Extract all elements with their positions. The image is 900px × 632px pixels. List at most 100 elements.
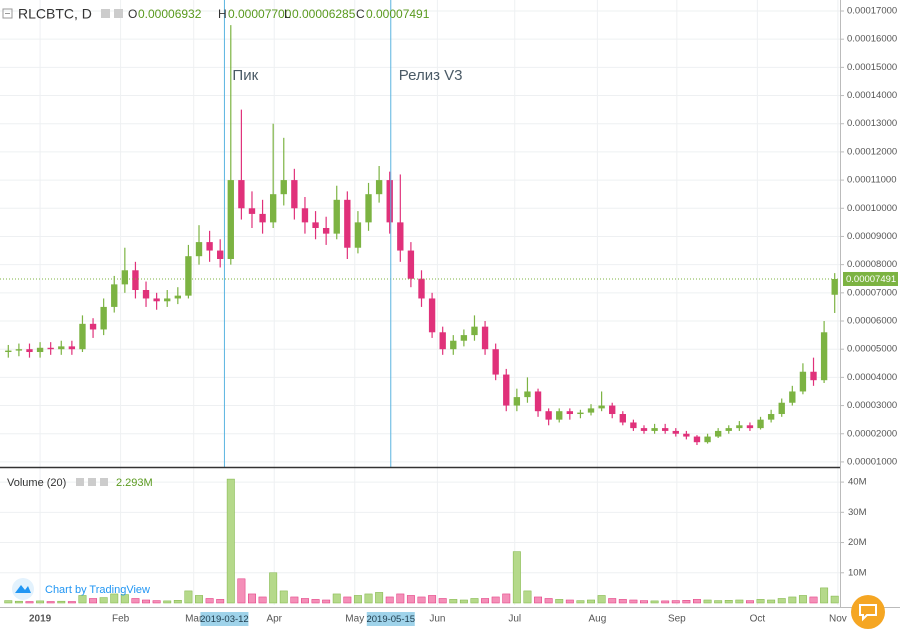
candle-body <box>545 411 552 420</box>
y-tick-label: 0.00003000 <box>847 400 897 411</box>
candle-body <box>683 433 690 437</box>
x-tick-label: Oct <box>750 614 766 625</box>
volume-bar <box>173 600 182 604</box>
volume-bar <box>438 598 447 604</box>
volume-bar <box>67 601 76 604</box>
y-tick-label: 0.00017000 <box>847 6 897 17</box>
volume-bar <box>364 593 373 604</box>
volume-bar <box>300 598 309 604</box>
volume-bar <box>714 600 723 604</box>
volume-bar <box>332 593 341 604</box>
volume-bar <box>163 600 172 604</box>
candle-body <box>714 430 722 437</box>
volume-bar <box>724 600 733 604</box>
candle-body <box>142 290 150 299</box>
volume-close-icon[interactable] <box>100 478 108 486</box>
y-tick-label: 0.00005000 <box>847 344 897 355</box>
candle-body <box>15 349 23 351</box>
y-tick-label: 0.00008000 <box>847 259 897 270</box>
candle-body <box>344 199 351 248</box>
watermark[interactable]: Chart by TradingView <box>45 584 150 596</box>
volume-bar <box>565 599 574 604</box>
volume-y-tick-label: 40M <box>848 477 867 488</box>
candle-body <box>174 295 181 299</box>
candle-body <box>111 284 118 307</box>
candle-body <box>153 298 160 302</box>
volume-bar <box>428 595 437 604</box>
candle-body <box>79 323 86 350</box>
volume-bar <box>491 596 500 604</box>
last-price-box <box>843 271 898 286</box>
volume-bar <box>406 595 415 604</box>
candle-body <box>365 194 372 223</box>
volume-bar <box>608 598 617 604</box>
candle-body <box>280 180 287 195</box>
volume-bar <box>248 593 256 604</box>
candle-body <box>375 180 383 195</box>
x-tick-label: Jun <box>429 614 445 625</box>
volume-bar <box>682 600 691 604</box>
volume-bar <box>512 551 521 604</box>
x-tick-label: Jul <box>508 614 521 625</box>
x-tick-label: Sep <box>668 614 686 625</box>
x-tick-label: May <box>345 614 364 625</box>
candle-body <box>259 213 266 223</box>
volume-bar <box>597 595 606 604</box>
open-value: 0.00006932 <box>138 7 202 21</box>
candle-body <box>312 222 319 229</box>
volume-bar <box>343 596 352 604</box>
x-tick-label: 2019 <box>29 614 52 625</box>
collapse-icon[interactable] <box>2 8 13 19</box>
volume-bar <box>640 600 648 604</box>
candle-body <box>47 347 54 350</box>
candle-body <box>630 422 637 429</box>
candle-body <box>333 199 340 234</box>
volume-bar <box>502 593 511 604</box>
volume-bar <box>205 598 214 604</box>
candle-body <box>217 250 224 260</box>
volume-bar <box>777 598 786 604</box>
last-price-label: 0.00007491 <box>846 274 896 285</box>
candle-body <box>386 180 393 223</box>
high-prefix: H <box>218 7 227 21</box>
volume-bar <box>576 600 585 604</box>
candle-body <box>301 208 309 223</box>
volume-settings-icon[interactable] <box>76 478 84 486</box>
candle-body <box>322 228 330 234</box>
volume-bar <box>798 595 807 604</box>
volume-bar <box>142 599 150 604</box>
volume-y-tick-label: 20M <box>848 537 867 548</box>
volume-bar <box>650 600 659 604</box>
candle-body <box>132 270 139 291</box>
candle-body <box>439 332 446 350</box>
candle-body <box>26 349 33 353</box>
volume-hide-icon[interactable] <box>88 478 96 486</box>
volume-bar <box>36 600 45 604</box>
candle-body <box>471 326 478 336</box>
volume-bar <box>555 599 564 604</box>
candle-layer <box>5 25 838 446</box>
volume-bar <box>258 596 267 604</box>
chat-button[interactable] <box>851 595 885 629</box>
candle-body <box>100 306 107 330</box>
y-tick-label: 0.00007000 <box>847 287 897 298</box>
candle-body <box>672 430 679 434</box>
chat-icon <box>859 604 877 622</box>
volume-bar <box>216 599 225 604</box>
settings-icon[interactable] <box>101 9 110 18</box>
volume-bar <box>353 595 362 604</box>
volume-value: 2.293M <box>116 477 153 489</box>
candle-body <box>481 326 489 350</box>
open-prefix: O <box>128 7 137 21</box>
hide-icon[interactable] <box>114 9 123 18</box>
candle-body <box>185 256 192 296</box>
y-tick-label: 0.00009000 <box>847 231 897 242</box>
candle-body <box>248 208 256 214</box>
volume-bar <box>756 599 765 604</box>
candle-body <box>492 349 499 375</box>
close-value: 0.00007491 <box>366 7 430 21</box>
